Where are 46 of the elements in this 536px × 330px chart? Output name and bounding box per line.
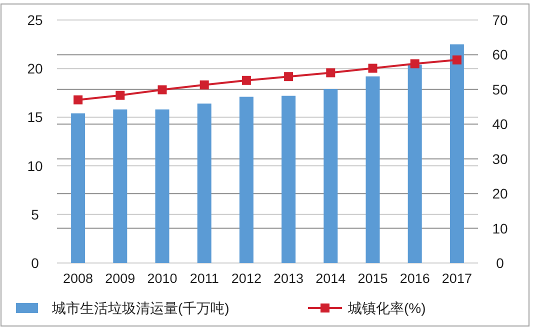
bar	[113, 109, 128, 263]
x-tick-label: 2014	[316, 271, 346, 286]
y2-tick-label: 70	[492, 12, 508, 28]
x-tick-label: 2013	[274, 271, 304, 286]
point	[452, 55, 462, 64]
point	[158, 85, 167, 94]
bar	[324, 89, 338, 263]
x-tick-label: 2015	[358, 271, 388, 286]
bar	[239, 96, 254, 263]
x-tick-label: 2011	[190, 271, 219, 286]
legend-label: 城市生活垃圾清运量(千万吨)	[51, 300, 230, 316]
bar	[197, 104, 212, 263]
y2-tick-label: 0	[496, 255, 504, 271]
legend-label: 城镇化率(%)	[347, 300, 426, 316]
point	[284, 72, 294, 82]
x-tick-label: 2009	[105, 271, 136, 286]
point	[368, 64, 378, 73]
point	[74, 95, 83, 104]
bar	[282, 96, 296, 263]
y-tick-label: 20	[27, 60, 43, 77]
y2-tick-label: 20	[492, 186, 508, 202]
x-tick-label: 2012	[231, 271, 262, 286]
bar	[71, 113, 86, 263]
y-tick-label: 10	[27, 158, 43, 174]
y2-tick-label: 60	[492, 46, 508, 63]
point	[200, 80, 209, 90]
bar	[408, 64, 422, 263]
y-tick-label: 15	[27, 109, 43, 126]
y-tick-label: 25	[27, 12, 43, 28]
point	[410, 59, 420, 68]
bar	[155, 109, 170, 263]
y2-tick-label: 30	[492, 150, 508, 167]
y-tick-label: 5	[31, 206, 40, 222]
x-tick-label: 2010	[147, 271, 178, 286]
x-tick-label: 2017	[442, 271, 472, 286]
y-tick-label: 0	[31, 255, 40, 271]
point	[326, 68, 336, 78]
bar	[450, 44, 464, 263]
x-tick-label: 2016	[400, 271, 430, 286]
point	[116, 90, 125, 100]
y2-tick-label: 40	[492, 116, 508, 132]
bar	[366, 76, 380, 263]
point	[242, 76, 251, 85]
y2-tick-label: 50	[492, 81, 508, 98]
x-tick-label: 2008	[63, 271, 94, 286]
y2-tick-label: 10	[492, 220, 508, 236]
